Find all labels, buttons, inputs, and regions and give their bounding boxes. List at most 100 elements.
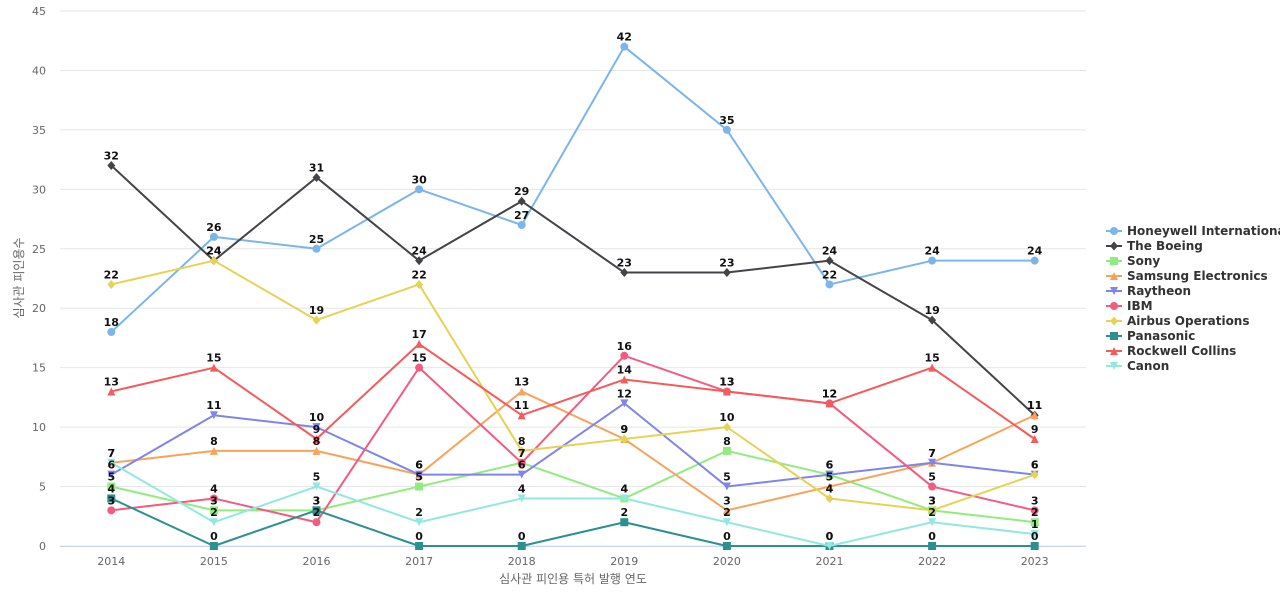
data-label: 4 [826, 482, 834, 495]
data-label: 0 [210, 530, 218, 543]
data-point [620, 351, 629, 360]
series-line [111, 259, 1036, 512]
data-label: 11 [514, 399, 529, 412]
data-label: 22 [822, 268, 837, 281]
legend-item[interactable]: Sony [1106, 254, 1160, 268]
data-point [415, 470, 424, 479]
legend-item[interactable]: Canon [1106, 359, 1169, 373]
legend-item[interactable]: The Boeing [1106, 239, 1203, 253]
data-label: 0 [723, 530, 731, 543]
grid-lines [60, 10, 1086, 547]
data-label: 6 [415, 459, 423, 472]
data-label: 0 [1031, 530, 1039, 543]
data-label: 15 [206, 352, 221, 365]
data-label: 22 [104, 268, 119, 281]
legend-label: Airbus Operations [1127, 314, 1250, 328]
data-point [928, 363, 937, 372]
x-tick-label: 2015 [200, 555, 228, 568]
data-point [517, 446, 526, 456]
data-point [107, 279, 116, 289]
legend-item[interactable]: Airbus Operations [1106, 314, 1250, 328]
data-label: 6 [826, 459, 834, 472]
data-label: 24 [822, 245, 838, 258]
data-point [825, 256, 834, 266]
data-label: 0 [928, 530, 936, 543]
data-label: 6 [826, 459, 834, 472]
data-label: 3 [928, 494, 936, 507]
data-label: 19 [309, 304, 324, 317]
data-label: 7 [107, 447, 115, 460]
series-line [110, 45, 1035, 333]
data-label: 6 [1031, 459, 1039, 472]
x-tick-label: 2021 [816, 555, 844, 568]
data-label: 4 [107, 482, 115, 495]
data-label: 13 [514, 375, 529, 388]
series-the-boeing [107, 161, 1039, 420]
data-label: 3 [928, 494, 936, 507]
legend-label: The Boeing [1127, 239, 1203, 253]
data-point [209, 506, 218, 515]
data-label: 2 [620, 506, 628, 519]
data-point [209, 363, 218, 372]
legend-marker [1110, 332, 1118, 340]
data-point [209, 256, 218, 266]
data-point [312, 244, 321, 253]
legend-item[interactable]: Samsung Electronics [1106, 269, 1268, 283]
data-point [928, 315, 937, 325]
x-tick-label: 2016 [303, 555, 331, 568]
data-point [1030, 256, 1039, 265]
data-point [620, 518, 629, 527]
legend-item[interactable]: Panasonic [1106, 329, 1195, 343]
series-samsung-electronics [107, 387, 1039, 515]
legend-item[interactable]: IBM [1106, 299, 1153, 313]
data-point [517, 470, 526, 479]
data-point [312, 172, 321, 182]
legend-item[interactable]: Rockwell Collins [1106, 344, 1236, 358]
data-point [825, 493, 834, 503]
data-label: 24 [411, 245, 427, 258]
legend-marker [1110, 316, 1118, 326]
legend-marker [1110, 347, 1118, 355]
y-tick-label: 15 [32, 362, 46, 375]
data-label: 35 [719, 114, 734, 127]
data-label: 11 [1027, 399, 1042, 412]
data-label: 6 [415, 459, 423, 472]
data-point [620, 42, 629, 51]
data-point [722, 518, 731, 527]
series-group [107, 42, 1039, 550]
data-label: 22 [411, 268, 426, 281]
data-label: 15 [924, 352, 939, 365]
data-label: 3 [313, 494, 321, 507]
x-tick-label: 2017 [405, 555, 433, 568]
x-tick-label: 2018 [508, 555, 536, 568]
data-label: 42 [617, 31, 632, 44]
data-label: 7 [518, 447, 526, 460]
data-point [209, 411, 218, 420]
data-point [620, 268, 629, 278]
legend-item[interactable]: Honeywell International [1106, 224, 1280, 238]
data-point [928, 458, 937, 467]
x-tick-label: 2019 [610, 555, 638, 568]
data-point [1030, 435, 1039, 443]
data-point [107, 328, 116, 336]
data-label: 24 [924, 245, 940, 258]
data-point [825, 470, 834, 479]
data-point [107, 494, 116, 503]
data-label: 19 [924, 304, 939, 317]
data-label: 2 [415, 506, 423, 519]
data-point [415, 518, 424, 527]
x-tick-label: 2023 [1021, 555, 1049, 568]
data-point [825, 280, 834, 289]
data-label: 13 [719, 375, 734, 388]
data-point [722, 482, 731, 491]
y-tick-label: 10 [32, 421, 46, 434]
data-point [722, 387, 731, 396]
data-point [620, 399, 629, 408]
data-label: 11 [1027, 399, 1042, 412]
y-axis-title: 심사관 피인용수 [12, 237, 26, 318]
data-point [312, 435, 321, 443]
legend-item[interactable]: Raytheon [1106, 284, 1191, 298]
data-label: 24 [206, 245, 222, 258]
data-point [312, 506, 321, 515]
